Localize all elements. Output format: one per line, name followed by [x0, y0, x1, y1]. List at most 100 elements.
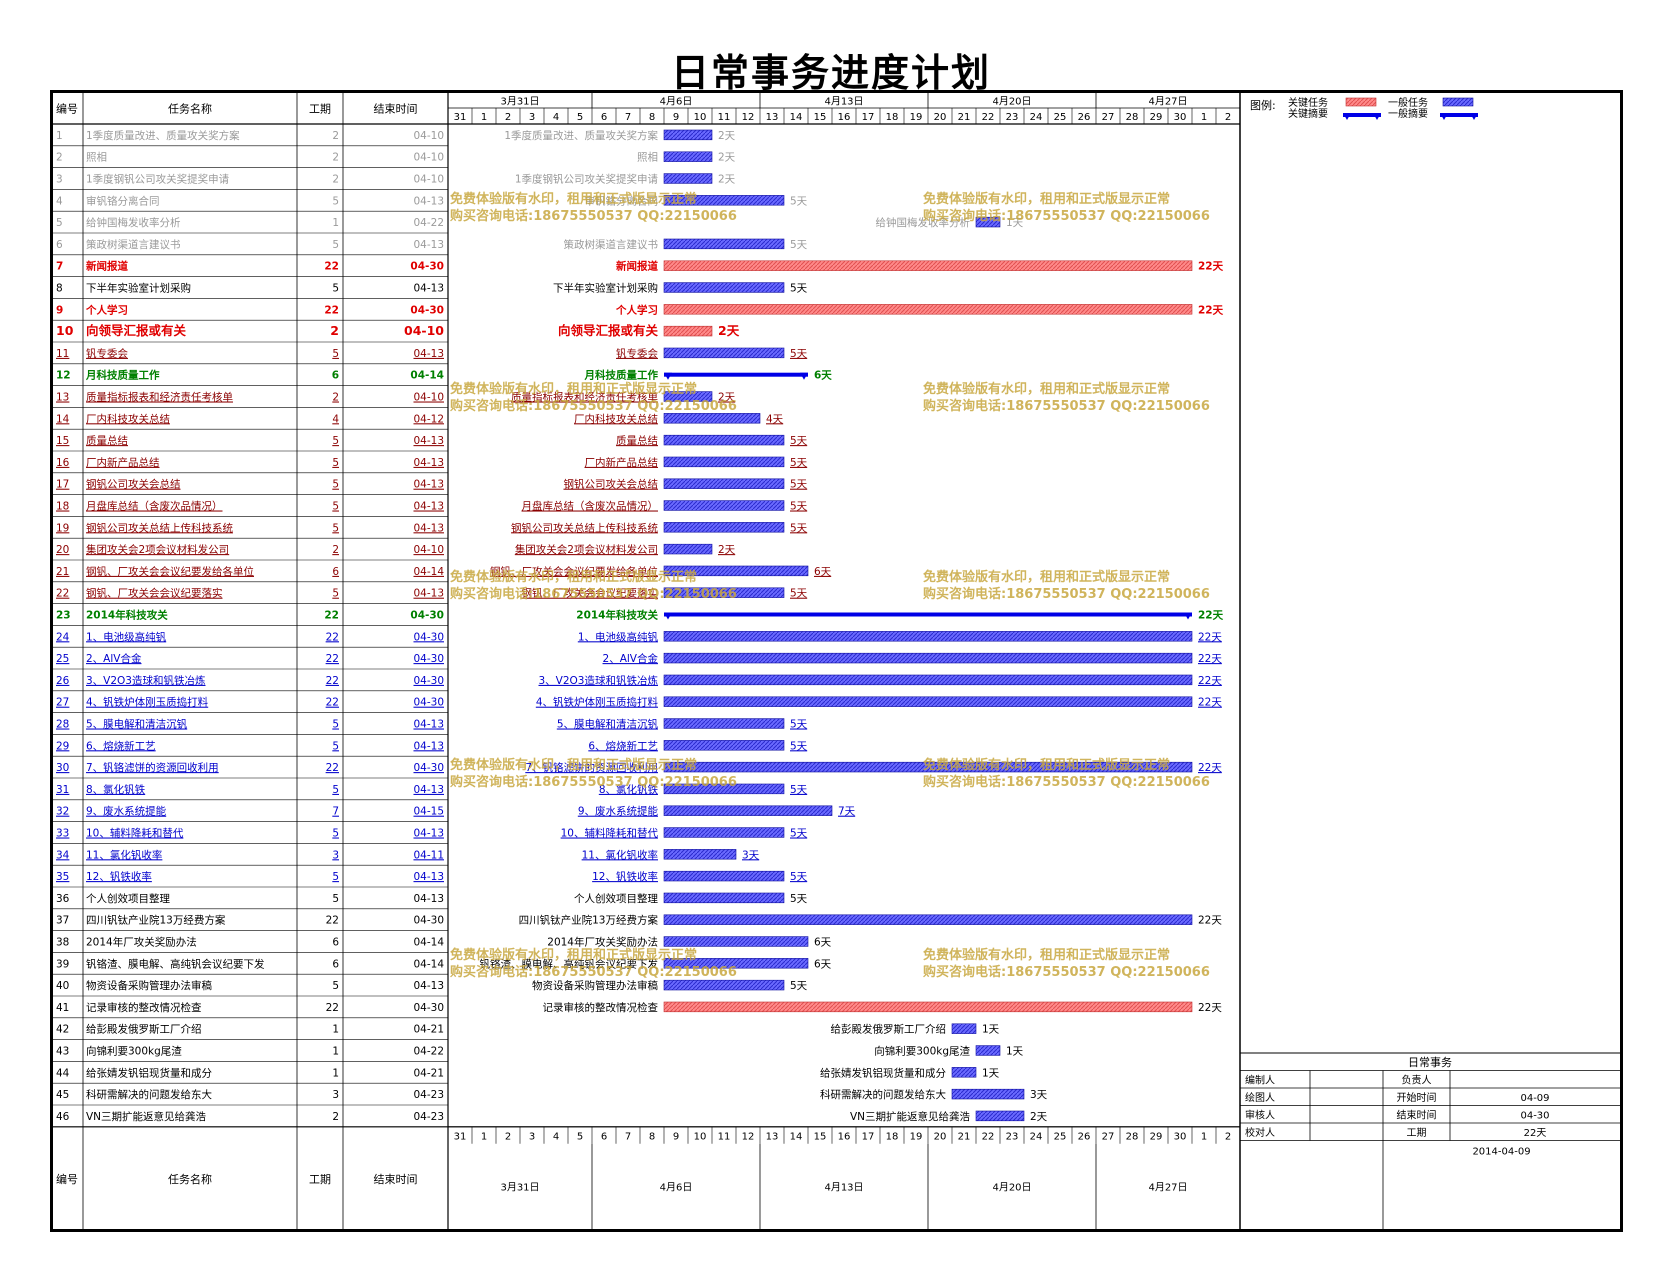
info-date: 2014-04-09 [1472, 1147, 1530, 1158]
task-name: 11、氯化钒收率 [86, 848, 162, 861]
task-id: 20 [56, 544, 69, 556]
task-end: 04-13 [413, 980, 444, 992]
task-id: 39 [56, 958, 69, 970]
footer-day-label: 13 [766, 1131, 779, 1142]
bar-label: 策政树渠道言建议书 [564, 238, 659, 251]
bar-duration-label: 22天 [1198, 653, 1222, 665]
bar-label: 审钒铬分离合同 [585, 194, 659, 207]
task-bar [663, 849, 737, 860]
summary-bar [664, 372, 808, 377]
task-end: 04-30 [413, 697, 444, 709]
summary-bar [664, 612, 1192, 617]
watermark-line1: 免费体验版有水印，租用和正式版显示正常 [923, 381, 1170, 397]
legend-critical-summary: 关键摘要 [1288, 107, 1328, 120]
footer-day-label: 31 [454, 1131, 467, 1142]
watermark-line2: 购买咨询电话:18675550537 QQ:22150066 [923, 964, 1210, 980]
task-end: 04-13 [413, 435, 444, 447]
task-id: 46 [56, 1111, 70, 1123]
task-bar [663, 129, 713, 141]
header-day-label: 3 [529, 112, 535, 123]
bar-duration-label: 22天 [1198, 631, 1222, 643]
task-end: 04-13 [413, 239, 444, 251]
bar-label: VN三期扩能返意见给龚浩 [850, 1110, 971, 1123]
bar-duration-label: 5天 [790, 588, 808, 600]
task-end: 04-10 [413, 152, 444, 164]
watermark-line1: 免费体验版有水印，租用和正式版显示正常 [923, 757, 1170, 773]
task-id: 44 [56, 1067, 70, 1079]
task-bar [951, 1023, 977, 1034]
task-duration: 2 [332, 1111, 339, 1123]
task-id: 37 [56, 915, 69, 927]
bar-duration-label: 2天 [718, 323, 740, 338]
bar-duration-label: 2天 [718, 152, 736, 164]
task-name: 给彭殿发俄罗斯工厂介绍 [86, 1023, 202, 1036]
header-day-label: 7 [625, 112, 631, 123]
task-duration: 6 [332, 937, 339, 949]
task-id: 17 [56, 479, 69, 491]
task-name: 12、钒铁收率 [86, 870, 152, 883]
task-duration: 1 [332, 1067, 339, 1079]
task-duration: 2 [332, 392, 339, 404]
bar-label: 1、电池级高纯钒 [578, 630, 659, 643]
legend-label: 图例: [1250, 98, 1276, 112]
task-end: 04-15 [413, 806, 444, 818]
bar-label: 新闻报道 [616, 260, 658, 273]
footer-name: 任务名称 [168, 1172, 212, 1186]
task-id: 3 [56, 174, 63, 186]
task-bar [951, 1088, 1025, 1100]
task-duration: 7 [332, 806, 339, 818]
watermark-line2: 购买咨询电话:18675550537 QQ:22150066 [923, 774, 1210, 790]
task-bar [663, 979, 785, 991]
bar-label: 质量指标报表和经济责任考核单 [511, 391, 658, 404]
header-week-label: 4月13日 [824, 96, 863, 108]
header-day-label: 25 [1054, 112, 1067, 123]
footer-id: 编号 [56, 1172, 78, 1186]
footer-day-label: 9 [673, 1131, 679, 1142]
task-name: 钢钒、厂攻关会会议纪要发给各单位 [86, 565, 254, 578]
task-id: 19 [56, 522, 69, 534]
task-bar [663, 870, 785, 882]
footer-duration: 工期 [309, 1173, 331, 1186]
task-bar [663, 238, 785, 250]
bar-label: 钢钒公司攻关总结上传科技系统 [511, 521, 658, 534]
task-duration: 5 [332, 479, 339, 491]
footer-day-label: 18 [886, 1131, 899, 1142]
bar-label: 个人学习 [615, 303, 658, 316]
task-duration: 5 [332, 457, 339, 469]
task-duration: 5 [332, 740, 339, 752]
info-value: 04-30 [1520, 1111, 1549, 1122]
task-duration: 2 [332, 152, 339, 164]
task-duration: 5 [332, 239, 339, 251]
task-name: 6、熔烧新工艺 [86, 739, 156, 752]
task-name: 策政树渠道言建议书 [86, 238, 181, 251]
task-name: 个人学习 [85, 303, 128, 316]
task-duration: 5 [332, 348, 339, 360]
task-name: 5、膜电解和清洁沉钒 [86, 718, 188, 731]
footer-day-label: 23 [1006, 1131, 1019, 1142]
task-name: 质量总结 [86, 434, 128, 447]
bar-duration-label: 5天 [790, 871, 808, 883]
footer-day-label: 28 [1126, 1131, 1139, 1142]
header-day-label: 23 [1006, 112, 1019, 123]
task-id: 30 [56, 762, 69, 774]
task-duration: 22 [326, 1002, 339, 1014]
task-bar [663, 696, 1193, 707]
task-duration: 5 [332, 871, 339, 883]
task-id: 43 [56, 1046, 69, 1058]
bar-duration-label: 1天 [982, 1067, 1000, 1079]
task-name: 质量指标报表和经济责任考核单 [86, 391, 233, 404]
task-bar [663, 958, 809, 969]
task-bar [975, 1110, 1025, 1122]
task-name: VN三期扩能返意见给龚浩 [86, 1110, 207, 1123]
footer-day-label: 20 [934, 1131, 947, 1142]
task-id: 18 [56, 501, 69, 513]
task-name: 钒专委会 [86, 347, 128, 360]
task-duration: 5 [332, 719, 339, 731]
watermark-line1: 免费体验版有水印，租用和正式版显示正常 [450, 569, 697, 585]
task-bar [663, 173, 713, 184]
bar-label: 4、钒铁炉体刚玉质捣打料 [536, 696, 659, 709]
task-end: 04-13 [413, 348, 444, 360]
task-duration: 22 [324, 304, 339, 316]
task-end: 04-11 [413, 849, 444, 861]
task-name: 给钟国梅发收率分析 [86, 216, 181, 229]
